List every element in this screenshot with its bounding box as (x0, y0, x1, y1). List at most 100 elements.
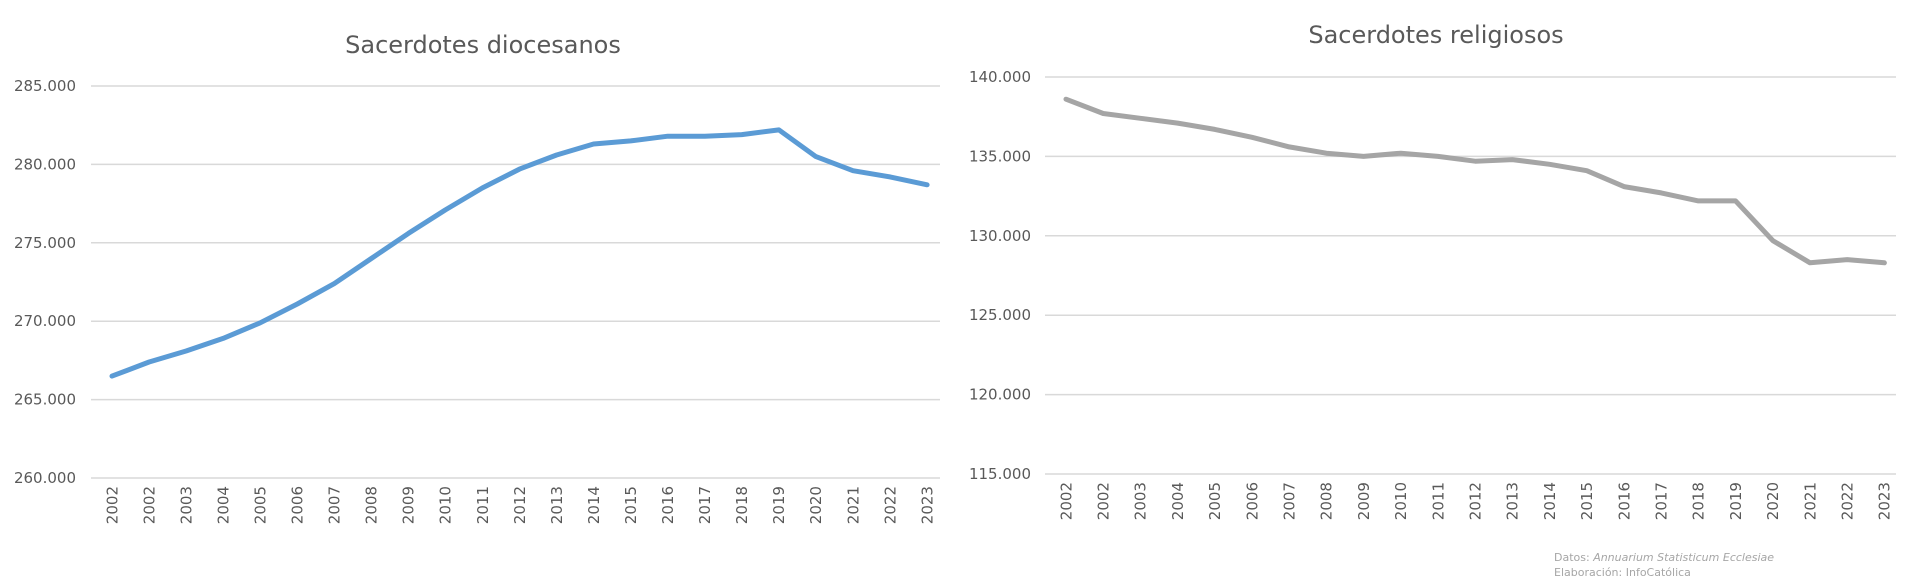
data-point-religiosos (1101, 111, 1106, 116)
credits-data-prefix: Datos: (1554, 551, 1594, 564)
data-point-religiosos (1324, 151, 1329, 156)
x-tick-label-religiosos: 2022 (1838, 482, 1856, 520)
data-point-religiosos (1696, 198, 1701, 203)
x-tick-label-religiosos: 2013 (1504, 482, 1522, 520)
y-tick-label-diocesanos: 265.000 (14, 391, 76, 409)
y-tick-label-religiosos: 140.000 (969, 68, 1031, 86)
x-tick-label-religiosos: 2017 (1652, 482, 1670, 520)
y-tick-label-diocesanos: 270.000 (14, 312, 76, 330)
data-point-religiosos (1808, 260, 1813, 265)
x-tick-label-diocesanos: 2010 (437, 486, 455, 524)
data-point-religiosos (1659, 190, 1664, 195)
x-tick-label-religiosos: 2021 (1801, 482, 1819, 520)
data-point-diocesanos (517, 167, 522, 172)
x-tick-label-religiosos: 2016 (1615, 482, 1633, 520)
data-point-diocesanos (110, 374, 115, 379)
x-tick-label-religiosos: 2007 (1280, 482, 1298, 520)
x-tick-label-diocesanos: 2006 (289, 486, 307, 524)
y-tick-label-religiosos: 125.000 (969, 306, 1031, 324)
x-tick-label-religiosos: 2009 (1355, 482, 1373, 520)
chart-title-religiosos: Sacerdotes religiosos (1308, 21, 1563, 49)
x-tick-label-diocesanos: 2002 (103, 486, 121, 524)
data-point-religiosos (1138, 116, 1143, 121)
x-tick-label-diocesanos: 2004 (214, 486, 232, 524)
x-tick-label-religiosos: 2020 (1764, 482, 1782, 520)
series-line-diocesanos (109, 127, 930, 379)
y-tick-label-diocesanos: 275.000 (14, 234, 76, 252)
y-tick-label-religiosos: 120.000 (969, 386, 1031, 404)
data-point-diocesanos (591, 142, 596, 147)
data-point-diocesanos (406, 231, 411, 236)
x-tick-label-religiosos: 2018 (1690, 482, 1708, 520)
data-point-diocesanos (295, 301, 300, 306)
data-point-diocesanos (702, 134, 707, 139)
x-tick-label-religiosos: 2011 (1429, 482, 1447, 520)
y-tick-label-diocesanos: 280.000 (14, 155, 76, 173)
data-point-religiosos (1770, 238, 1775, 243)
x-tick-label-diocesanos: 2012 (511, 486, 529, 524)
data-point-religiosos (1287, 144, 1292, 149)
x-tick-label-diocesanos: 2011 (474, 486, 492, 524)
data-point-diocesanos (851, 168, 856, 173)
data-point-religiosos (1622, 184, 1627, 189)
x-tick-label-diocesanos: 2002 (140, 486, 158, 524)
x-tick-label-diocesanos: 2019 (770, 486, 788, 524)
x-tick-label-diocesanos: 2009 (400, 486, 418, 524)
data-point-diocesanos (628, 138, 633, 143)
data-point-religiosos (1436, 154, 1441, 159)
data-point-diocesanos (554, 152, 559, 157)
x-tick-label-diocesanos: 2018 (733, 486, 751, 524)
data-point-diocesanos (480, 185, 485, 190)
credits-data-line: Datos: Annuarium Statisticum Ecclesiae (1554, 550, 1774, 565)
x-tick-label-diocesanos: 2023 (918, 486, 936, 524)
y-tick-label-religiosos: 115.000 (969, 465, 1031, 483)
x-tick-label-diocesanos: 2014 (585, 486, 603, 524)
data-point-religiosos (1361, 154, 1366, 159)
x-tick-label-religiosos: 2002 (1094, 482, 1112, 520)
x-tick-label-religiosos: 2014 (1541, 482, 1559, 520)
data-point-diocesanos (776, 127, 781, 132)
x-tick-label-diocesanos: 2003 (177, 486, 195, 524)
credits-data-source: Annuarium Statisticum Ecclesiae (1593, 551, 1775, 564)
x-tick-label-diocesanos: 2015 (622, 486, 640, 524)
y-tick-label-diocesanos: 260.000 (14, 469, 76, 487)
x-tick-label-religiosos: 2012 (1466, 482, 1484, 520)
data-point-religiosos (1510, 157, 1515, 162)
x-tick-label-religiosos: 2010 (1392, 482, 1410, 520)
credits: Datos: Annuarium Statisticum Ecclesiae E… (1554, 550, 1774, 580)
data-point-diocesanos (221, 336, 226, 341)
data-point-diocesanos (665, 134, 670, 139)
x-tick-label-religiosos: 2019 (1727, 482, 1745, 520)
x-tick-label-religiosos: 2002 (1057, 482, 1075, 520)
x-tick-label-diocesanos: 2020 (807, 486, 825, 524)
x-tick-label-religiosos: 2005 (1206, 482, 1224, 520)
data-point-religiosos (1212, 127, 1217, 132)
data-point-religiosos (1547, 162, 1552, 167)
data-point-religiosos (1175, 121, 1180, 126)
data-point-religiosos (1473, 159, 1478, 164)
data-point-diocesanos (739, 132, 744, 137)
data-point-diocesanos (443, 207, 448, 212)
x-tick-label-diocesanos: 2021 (844, 486, 862, 524)
data-point-religiosos (1882, 260, 1887, 265)
x-tick-label-religiosos: 2023 (1876, 482, 1894, 520)
data-point-religiosos (1584, 168, 1589, 173)
series-line-religiosos (1063, 96, 1887, 266)
x-tick-label-diocesanos: 2013 (548, 486, 566, 524)
x-tick-label-diocesanos: 2005 (251, 486, 269, 524)
x-tick-label-diocesanos: 2022 (881, 486, 899, 524)
y-tick-label-religiosos: 130.000 (969, 227, 1031, 245)
x-tick-label-diocesanos: 2017 (696, 486, 714, 524)
data-point-religiosos (1250, 135, 1255, 140)
data-point-diocesanos (925, 182, 930, 187)
data-point-religiosos (1064, 97, 1069, 102)
data-point-religiosos (1398, 151, 1403, 156)
data-point-diocesanos (369, 256, 374, 261)
x-tick-label-religiosos: 2015 (1578, 482, 1596, 520)
y-tick-label-diocesanos: 285.000 (14, 77, 76, 95)
y-tick-label-religiosos: 135.000 (969, 147, 1031, 165)
data-point-diocesanos (258, 320, 263, 325)
x-tick-label-religiosos: 2004 (1169, 482, 1187, 520)
data-point-diocesanos (184, 348, 189, 353)
